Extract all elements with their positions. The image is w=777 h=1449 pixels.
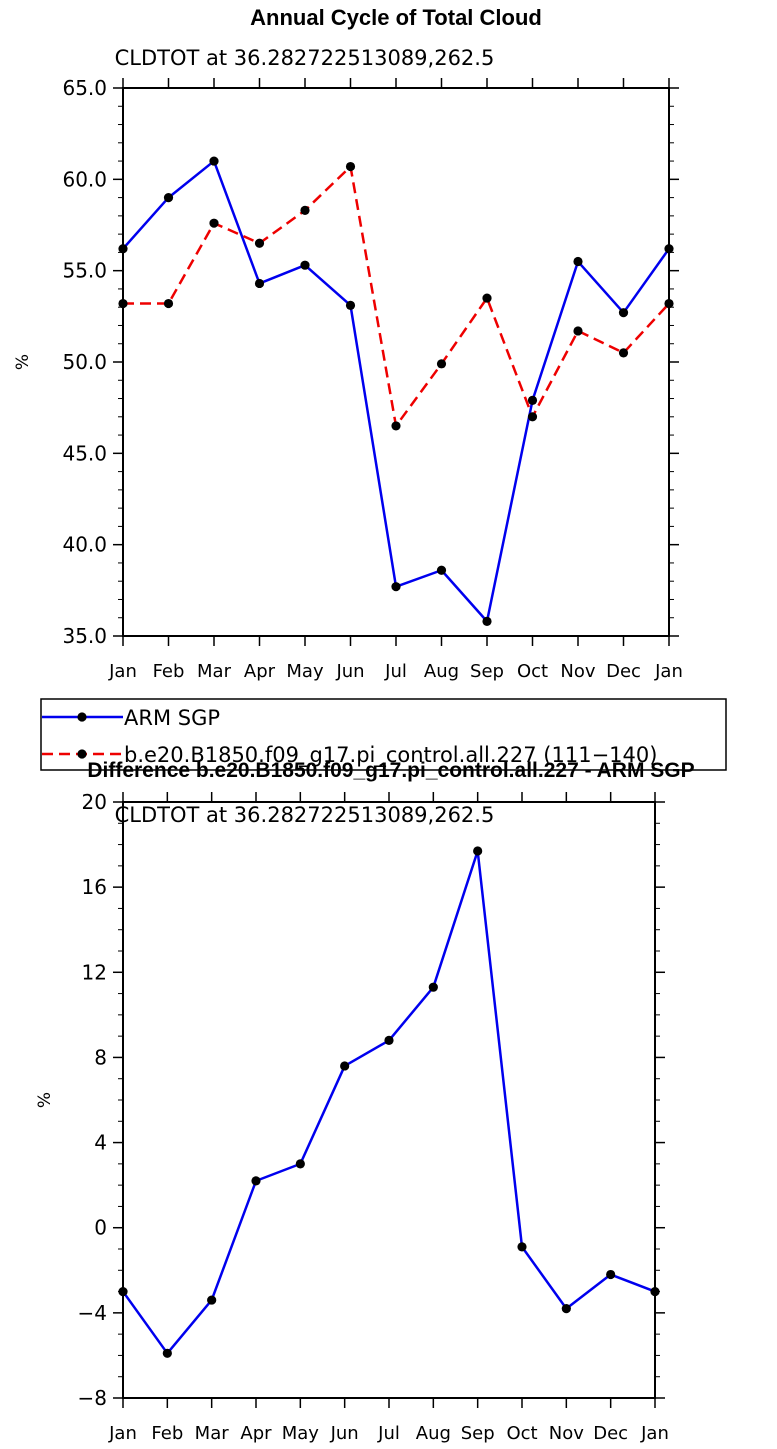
chart-title: Annual Cycle of Total Cloud (250, 5, 542, 30)
x-tick-label: Jul (384, 661, 407, 682)
x-tick-label: Mar (197, 661, 232, 682)
data-point (606, 1269, 616, 1280)
legend-marker (77, 749, 87, 759)
data-point (618, 348, 629, 358)
data-point (300, 260, 310, 270)
data-point (561, 1304, 571, 1314)
x-tick-label: Oct (506, 1423, 537, 1444)
data-point (254, 278, 265, 289)
data-point (118, 244, 128, 254)
x-tick-label: Sep (461, 1423, 495, 1444)
data-point (573, 256, 583, 267)
y-tick-label: 20 (82, 790, 107, 814)
data-point (618, 308, 629, 318)
x-tick-label: Nov (560, 661, 595, 682)
x-tick-label: Feb (151, 1423, 183, 1444)
series-line-0 (121, 849, 656, 1355)
data-point (664, 298, 674, 309)
y-tick-label: 45.0 (62, 441, 107, 465)
x-tick-label: Jan (108, 1423, 137, 1444)
x-tick-label: Jan (640, 1423, 669, 1444)
x-tick-label: Dec (593, 1423, 628, 1444)
data-point (345, 300, 356, 310)
y-tick-label: 60.0 (62, 167, 107, 191)
data-point (473, 846, 483, 856)
data-point (527, 395, 538, 405)
data-point (118, 1286, 128, 1297)
y-tick-label: 12 (82, 960, 107, 984)
plot-frame (122, 801, 656, 1399)
x-tick-label: Oct (517, 661, 548, 682)
y-tick-label: 65.0 (62, 76, 107, 100)
y-axis-label: % (35, 1092, 55, 1108)
chart-subtitle: CLDTOT at 36.282722513089,262.5 (115, 46, 495, 70)
data-point (517, 1242, 527, 1252)
x-tick-label: Jun (335, 661, 364, 682)
x-tick-label: Apr (240, 1423, 272, 1444)
data-point (573, 326, 583, 336)
data-point (482, 293, 492, 303)
data-point (209, 156, 219, 166)
legend-box (40, 698, 727, 771)
x-tick-label: Jun (330, 1423, 359, 1444)
data-point (436, 565, 447, 575)
x-tick-label: Jan (108, 661, 137, 682)
data-point (340, 1061, 350, 1071)
y-tick-label: −8 (78, 1386, 107, 1410)
y-axis-label: % (13, 354, 33, 370)
y-tick-label: 4 (94, 1131, 107, 1155)
x-tick-label: Jul (377, 1423, 400, 1444)
chart-subtitle: CLDTOT at 36.282722513089,262.5 (115, 803, 495, 827)
x-tick-label: May (286, 661, 324, 682)
data-point (295, 1159, 305, 1169)
legend-label: ARM SGP (124, 706, 220, 730)
x-tick-label: Dec (606, 661, 641, 682)
x-tick-label: Feb (153, 661, 185, 682)
data-point (118, 298, 128, 309)
plot-frame (122, 87, 670, 637)
data-point (384, 1035, 394, 1045)
data-point (300, 205, 310, 215)
y-tick-label: 40.0 (62, 533, 107, 557)
y-tick-label: 50.0 (62, 350, 107, 374)
x-tick-label: Nov (549, 1423, 584, 1444)
data-point (207, 1295, 217, 1305)
data-point (650, 1286, 660, 1297)
x-tick-label: Jan (654, 661, 683, 682)
x-tick-label: Apr (244, 661, 276, 682)
data-point (436, 359, 447, 369)
data-point (527, 412, 538, 422)
data-point (482, 616, 492, 626)
data-point (254, 238, 265, 248)
data-point (391, 582, 401, 592)
y-tick-label: −4 (78, 1301, 107, 1325)
data-point (664, 244, 674, 254)
x-tick-label: Aug (416, 1423, 451, 1444)
y-tick-label: 0 (94, 1216, 107, 1240)
data-point (163, 193, 174, 203)
x-tick-label: Sep (470, 661, 504, 682)
data-point (251, 1176, 261, 1186)
legend-marker (77, 712, 87, 722)
data-point (163, 298, 174, 309)
data-point (345, 161, 356, 172)
data-point (209, 218, 219, 228)
y-tick-label: 8 (94, 1045, 107, 1069)
data-point (391, 421, 401, 431)
y-tick-label: 35.0 (62, 624, 107, 648)
x-tick-label: May (282, 1423, 320, 1444)
x-tick-label: Aug (424, 661, 459, 682)
data-point (428, 982, 438, 992)
y-tick-label: 55.0 (62, 259, 107, 283)
data-point (162, 1348, 172, 1358)
series-line-0 (122, 159, 671, 623)
chart-title: Difference b.e20.B1850.f09_g17.pi_contro… (87, 759, 694, 782)
y-tick-label: 16 (82, 875, 107, 899)
series-line-1 (123, 165, 670, 428)
x-tick-label: Mar (195, 1423, 230, 1444)
legend-label: b.e20.B1850.f09_g17.pi_control.all.227 (… (124, 743, 657, 768)
